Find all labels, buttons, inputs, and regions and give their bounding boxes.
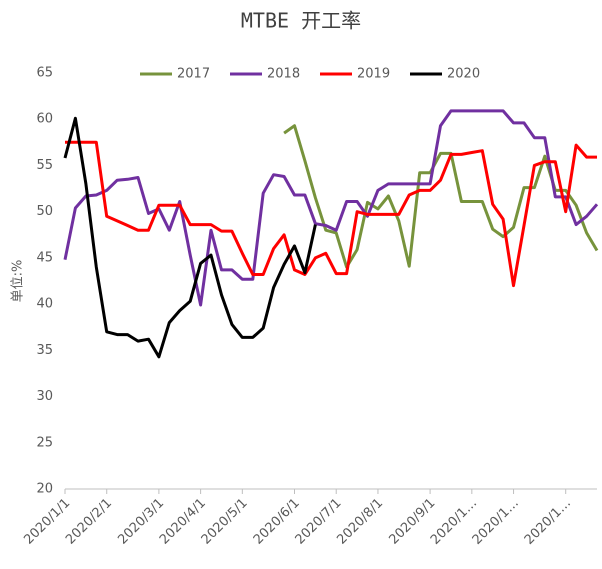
x-tick-label: 2020/1… bbox=[470, 496, 522, 548]
series-line bbox=[63, 116, 317, 359]
x-tick-label: 2020/1… bbox=[522, 496, 574, 548]
y-tick-label: 50 bbox=[36, 204, 53, 219]
chart-title: MTBE 开工率 bbox=[241, 9, 361, 33]
y-tick-label: 45 bbox=[36, 250, 53, 265]
y-axis-label: 单位:% bbox=[11, 260, 26, 303]
y-tick-label: 60 bbox=[36, 112, 53, 127]
y-tick-label: 30 bbox=[36, 389, 53, 404]
legend-label: 2020 bbox=[447, 67, 480, 82]
y-tick-label: 20 bbox=[36, 482, 53, 497]
x-tick-label: 2020/5/1 bbox=[199, 496, 251, 548]
legend-label: 2018 bbox=[267, 67, 300, 82]
series-line bbox=[65, 140, 597, 288]
series-line bbox=[63, 109, 599, 307]
y-tick-label: 35 bbox=[36, 343, 53, 358]
y-tick-label: 55 bbox=[36, 158, 53, 173]
y-tick-label: 25 bbox=[36, 435, 53, 450]
y-tick-label: 40 bbox=[36, 297, 53, 312]
legend-label: 2017 bbox=[177, 67, 210, 82]
series-line bbox=[283, 124, 599, 269]
y-tick-label: 65 bbox=[36, 66, 53, 81]
x-tick-label: 2020/2/1 bbox=[63, 496, 115, 548]
x-tick-label: 2020/8/1 bbox=[334, 496, 386, 548]
legend-label: 2019 bbox=[357, 67, 390, 82]
